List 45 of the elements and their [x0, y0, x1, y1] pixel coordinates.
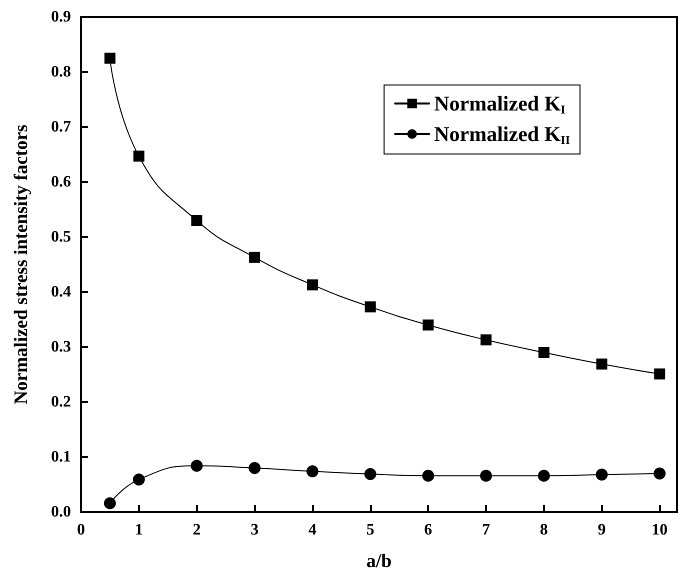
- point: [538, 347, 550, 358]
- y-tick-label: 0.3: [51, 338, 71, 356]
- point: [306, 279, 318, 290]
- point: [133, 150, 144, 162]
- y-axis-title: Normalized stress intensity factors: [11, 124, 32, 404]
- y-tick-label: 0.9: [51, 8, 71, 26]
- point: [104, 497, 116, 510]
- point: [538, 470, 550, 482]
- y-tick-label: 0.6: [51, 174, 71, 190]
- point: [480, 334, 492, 346]
- x-tick-label: 7: [482, 522, 490, 538]
- point: [654, 468, 666, 480]
- x-tick-label: 5: [366, 522, 374, 538]
- y-tick-label: 0.4: [51, 284, 71, 300]
- point: [422, 470, 434, 482]
- point: [306, 465, 318, 478]
- x-tick-label: 6: [424, 522, 432, 538]
- point: [104, 52, 116, 64]
- point: [248, 462, 261, 474]
- x-tick-label: 0: [77, 522, 85, 538]
- point: [596, 468, 608, 481]
- x-tick-label: 4: [308, 522, 316, 538]
- point: [480, 470, 492, 482]
- point: [364, 301, 376, 312]
- point: [654, 368, 666, 380]
- y-tick-label: 0.1: [51, 448, 71, 466]
- point: [249, 252, 260, 263]
- y-tick-label: 0.8: [51, 64, 71, 80]
- point: [191, 215, 202, 226]
- x-tick-label: 8: [540, 522, 548, 538]
- x-axis-title: a/b: [366, 551, 392, 572]
- point: [596, 358, 608, 370]
- point: [364, 468, 376, 480]
- x-tick-label: 1: [134, 522, 143, 538]
- x-tick-label: 3: [250, 522, 259, 538]
- x-tick-label: 9: [598, 522, 606, 538]
- point: [422, 320, 434, 330]
- x-tick-label: 2: [192, 522, 201, 538]
- y-tick-label: 0.0: [51, 504, 71, 520]
- point: [190, 460, 203, 472]
- y-tick-label: 0.2: [51, 394, 71, 410]
- point: [132, 474, 145, 486]
- y-tick-label: 0.7: [51, 118, 71, 136]
- x-tick-label: 10: [652, 522, 668, 538]
- y-tick-label: 0.5: [51, 228, 71, 246]
